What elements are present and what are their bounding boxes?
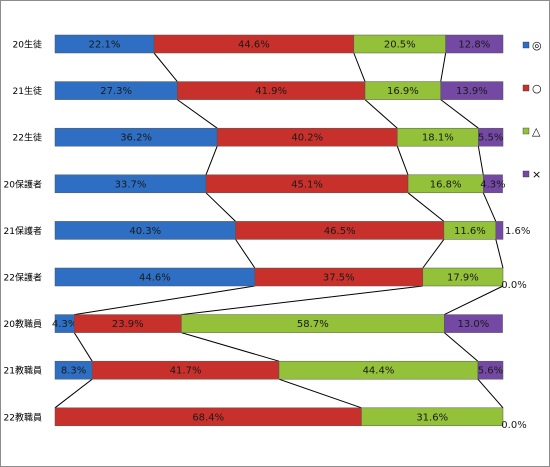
bar-segment-4 bbox=[478, 127, 504, 147]
legend-label: ◎ bbox=[532, 39, 542, 52]
series-lines bbox=[54, 52, 504, 409]
data-label: 5.6% bbox=[478, 366, 503, 377]
data-label: 22.1% bbox=[89, 40, 121, 51]
series-line-3-3 bbox=[482, 192, 497, 222]
legend-label: ○ bbox=[532, 82, 542, 95]
legend: ◎ ○ △ × bbox=[522, 39, 542, 181]
legend-swatch bbox=[522, 170, 530, 178]
data-label: 44.6% bbox=[139, 273, 171, 284]
data-label: 68.4% bbox=[192, 412, 224, 423]
data-label: 18.1% bbox=[422, 133, 454, 144]
series-line-0-2 bbox=[353, 52, 366, 82]
category-label: 20生徒 bbox=[13, 39, 42, 51]
series-line-2-3 bbox=[477, 146, 484, 175]
series-line-5-3 bbox=[444, 285, 504, 316]
category-label: 20保護者 bbox=[4, 178, 42, 190]
data-label: 45.1% bbox=[291, 179, 323, 190]
bar-segment-4 bbox=[444, 314, 503, 333]
bar-segment-4 bbox=[495, 221, 504, 240]
bars-group: 22.1% 44.6% 20.5% 12.8% 27.3% 41.9% 16.9% 13.9%… bbox=[52, 34, 530, 431]
legend-swatch bbox=[522, 84, 530, 92]
series-line-1-2 bbox=[364, 99, 398, 129]
series-line-0-3 bbox=[440, 52, 447, 82]
category-label: 22教職員 bbox=[4, 411, 42, 423]
data-label: 31.6% bbox=[416, 412, 448, 423]
data-label: 4.3% bbox=[480, 179, 505, 190]
series-line-2-1 bbox=[205, 146, 218, 175]
series-line-5-1 bbox=[74, 285, 255, 316]
series-line-3-1 bbox=[205, 192, 236, 222]
series-line-5-2 bbox=[181, 285, 423, 316]
data-label: 37.5% bbox=[323, 273, 355, 284]
series-line-3-2 bbox=[407, 192, 445, 222]
bar-segment-3 bbox=[361, 407, 504, 427]
data-label: 4.3% bbox=[52, 319, 77, 330]
category-label: 22保護者 bbox=[4, 272, 42, 284]
bar-segment-4 bbox=[445, 34, 504, 54]
legend-label: × bbox=[532, 168, 541, 181]
data-label: 1.6% bbox=[505, 226, 530, 237]
data-label: 46.5% bbox=[324, 226, 356, 237]
data-label: 0.0% bbox=[501, 420, 526, 431]
series-line-4-1 bbox=[235, 239, 256, 269]
bar-segment-4 bbox=[483, 174, 503, 194]
data-label: 16.9% bbox=[387, 86, 419, 97]
data-label: 27.3% bbox=[100, 86, 132, 97]
data-label: 5.5% bbox=[478, 133, 503, 144]
data-label: 13.0% bbox=[458, 319, 490, 330]
data-label: 44.4% bbox=[363, 366, 395, 377]
data-label: 58.7% bbox=[297, 319, 329, 330]
data-label: 41.7% bbox=[170, 366, 202, 377]
category-labels: 20生徒 21生徒 22生徒 20保護者 21保護者 22保護者 20教職員 21教職員 22教… bbox=[4, 39, 42, 424]
category-label: 20教職員 bbox=[4, 318, 42, 330]
data-label: 8.3% bbox=[61, 366, 86, 377]
series-line-1-1 bbox=[177, 99, 218, 129]
bar-segment-3 bbox=[422, 267, 504, 287]
legend-swatch bbox=[522, 41, 530, 49]
data-label: 0.0% bbox=[501, 280, 526, 291]
series-line-2-2 bbox=[396, 146, 409, 175]
legend-swatch bbox=[522, 127, 530, 135]
data-label: 44.6% bbox=[238, 40, 270, 51]
series-line-4-3 bbox=[495, 239, 504, 269]
data-label: 40.2% bbox=[291, 133, 323, 144]
data-label: 36.2% bbox=[120, 133, 152, 144]
legend-label: △ bbox=[532, 125, 541, 138]
series-line-7-1 bbox=[54, 378, 93, 409]
data-label: 20.5% bbox=[384, 40, 416, 51]
data-label: 23.9% bbox=[112, 319, 144, 330]
data-label: 11.6% bbox=[454, 226, 486, 237]
data-label: 17.9% bbox=[447, 273, 479, 284]
series-line-6-3 bbox=[443, 332, 479, 362]
category-label: 21保護者 bbox=[4, 225, 42, 237]
series-line-1-3 bbox=[440, 99, 479, 129]
data-label: 33.7% bbox=[115, 179, 147, 190]
series-line-6-1 bbox=[73, 332, 93, 362]
series-line-0-1 bbox=[153, 52, 178, 82]
category-label: 22生徒 bbox=[13, 132, 42, 144]
category-label: 21生徒 bbox=[13, 85, 42, 97]
data-label: 40.3% bbox=[129, 226, 161, 237]
bar-segment-4 bbox=[440, 81, 504, 100]
series-line-7-2 bbox=[278, 378, 362, 409]
data-label: 41.9% bbox=[255, 86, 287, 97]
series-line-4-2 bbox=[422, 239, 445, 269]
data-label: 12.8% bbox=[458, 40, 490, 51]
bar-segment-4 bbox=[477, 360, 504, 380]
category-label: 21教職員 bbox=[4, 365, 42, 377]
series-line-7-3 bbox=[477, 378, 504, 409]
series-line-6-2 bbox=[181, 332, 280, 362]
data-label: 13.9% bbox=[456, 86, 488, 97]
data-label: 16.8% bbox=[430, 179, 462, 190]
